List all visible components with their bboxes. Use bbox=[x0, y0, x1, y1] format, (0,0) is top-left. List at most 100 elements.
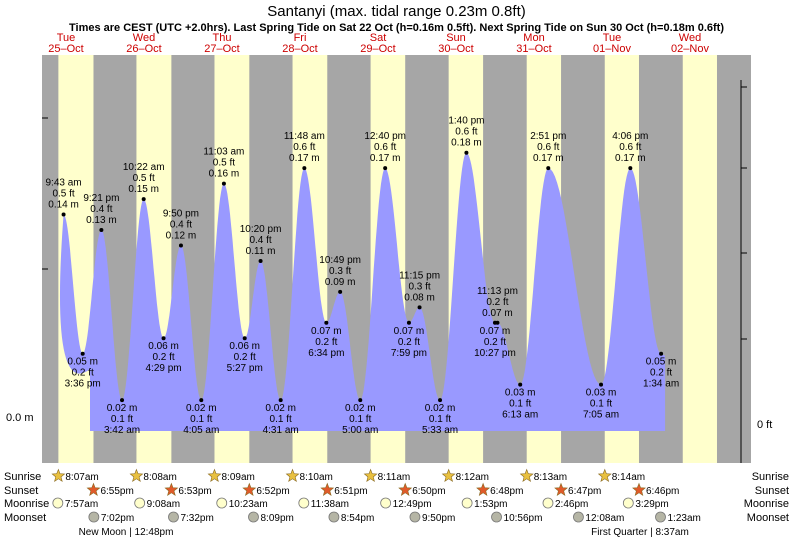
low-tide-point bbox=[278, 398, 283, 403]
moonrise-icon bbox=[134, 497, 146, 509]
high-tide-point bbox=[221, 181, 226, 186]
moonrise-time: 2:46pm bbox=[555, 499, 588, 510]
sunset-icon bbox=[476, 482, 491, 496]
sunrise-time: 8:11am bbox=[378, 472, 411, 483]
high-tide-metres: 0.18 m bbox=[451, 138, 482, 149]
low-tide-time: 6:34 pm bbox=[308, 348, 344, 359]
low-tide-feet: 0.1 ft bbox=[270, 414, 292, 425]
day-date: 28–Oct bbox=[282, 43, 317, 55]
high-tide-time: 10:20 pm bbox=[240, 224, 282, 235]
high-tide-point bbox=[628, 166, 633, 171]
day-name: Wed bbox=[679, 32, 701, 44]
high-tide-point bbox=[141, 197, 146, 202]
high-tide-metres: 0.07 m bbox=[482, 308, 513, 319]
low-tide-feet: 0.2 ft bbox=[650, 368, 672, 379]
high-tide-point bbox=[178, 243, 183, 248]
high-tide-time: 11:48 am bbox=[284, 131, 325, 142]
day-date: 27–Oct bbox=[204, 43, 239, 55]
low-tide-point bbox=[518, 382, 523, 387]
high-tide-metres: 0.15 m bbox=[128, 184, 159, 195]
moonrise-time: 10:23am bbox=[229, 499, 268, 510]
moonrise-icon bbox=[216, 497, 228, 509]
moonrise-label-left: Moonrise bbox=[4, 498, 49, 510]
high-tide-time: 12:40 pm bbox=[364, 131, 406, 142]
high-tide-feet: 0.6 ft bbox=[537, 142, 559, 153]
moonset-time: 7:02pm bbox=[101, 513, 134, 524]
low-tide-metres: 0.05 m bbox=[646, 357, 677, 368]
sunset-time: 6:52pm bbox=[256, 486, 289, 497]
low-tide-feet: 0.1 ft bbox=[429, 414, 451, 425]
moonset-time: 7:32pm bbox=[180, 513, 213, 524]
high-tide-point bbox=[417, 305, 422, 310]
high-tide-metres: 0.14 m bbox=[48, 200, 79, 211]
low-tide-metres: 0.07 m bbox=[394, 326, 425, 337]
low-tide-time: 1:34 am bbox=[643, 379, 679, 390]
low-tide-point bbox=[406, 320, 411, 325]
high-tide-metres: 0.09 m bbox=[325, 277, 356, 288]
daylight-band bbox=[682, 55, 717, 463]
low-tide-feet: 0.1 ft bbox=[590, 399, 612, 410]
low-tide-point bbox=[599, 382, 604, 387]
high-tide-time: 2:51 pm bbox=[530, 131, 566, 142]
high-tide-point bbox=[258, 258, 263, 263]
low-tide-point bbox=[80, 351, 85, 356]
low-tide-time: 6:13 am bbox=[502, 410, 538, 421]
day-date: 30–Oct bbox=[438, 43, 473, 55]
sunrise-time: 8:09am bbox=[221, 472, 254, 483]
sunrise-icon bbox=[207, 468, 222, 482]
moonset-time: 8:09pm bbox=[260, 513, 293, 524]
moonset-time: 10:56pm bbox=[504, 513, 543, 524]
moonset-icon bbox=[328, 511, 340, 523]
low-tide-feet: 0.2 ft bbox=[152, 352, 174, 363]
day-name: Tue bbox=[57, 32, 76, 44]
high-tide-point bbox=[99, 228, 104, 233]
day-date: 29–Oct bbox=[360, 43, 395, 55]
high-tide-metres: 0.11 m bbox=[246, 246, 276, 257]
high-tide-time: 4:06 pm bbox=[612, 131, 648, 142]
low-tide-metres: 0.07 m bbox=[311, 326, 342, 337]
low-tide-metres: 0.06 m bbox=[229, 341, 260, 352]
high-tide-point bbox=[302, 166, 307, 171]
day-name: Thu bbox=[213, 32, 232, 44]
low-tide-feet: 0.2 ft bbox=[398, 337, 420, 348]
high-tide-time: 10:49 pm bbox=[319, 255, 361, 266]
day-date: 02–Nov bbox=[671, 43, 709, 55]
chart-title: Santanyi (max. tidal range 0.23m 0.8ft) bbox=[267, 3, 525, 20]
sunrise-time: 8:12am bbox=[456, 472, 489, 483]
day-name: Fri bbox=[294, 32, 307, 44]
low-tide-time: 4:05 am bbox=[183, 425, 219, 436]
low-tide-time: 4:29 pm bbox=[146, 363, 182, 374]
low-tide-metres: 0.02 m bbox=[265, 403, 296, 414]
low-tide-point bbox=[324, 320, 329, 325]
high-tide-feet: 0.5 ft bbox=[213, 158, 235, 169]
high-tide-feet: 0.5 ft bbox=[52, 189, 74, 200]
low-tide-time: 5:00 am bbox=[342, 425, 378, 436]
high-tide-metres: 0.13 m bbox=[86, 215, 117, 226]
high-tide-time: 9:50 pm bbox=[163, 208, 199, 219]
day-date: 26–Oct bbox=[126, 43, 161, 55]
sunset-label-left: Sunset bbox=[4, 485, 38, 497]
high-tide-point bbox=[495, 320, 500, 325]
day-name: Tue bbox=[603, 32, 622, 44]
high-tide-time: 11:15 pm bbox=[399, 270, 440, 281]
sunset-time: 6:51pm bbox=[334, 486, 367, 497]
high-tide-point bbox=[383, 166, 388, 171]
sunset-icon bbox=[398, 482, 413, 496]
sunset-time: 6:46pm bbox=[646, 486, 679, 497]
low-tide-feet: 0.2 ft bbox=[484, 337, 506, 348]
sunset-icon bbox=[242, 482, 257, 496]
high-tide-time: 11:03 am bbox=[203, 147, 244, 158]
high-tide-point bbox=[338, 289, 343, 294]
high-tide-metres: 0.08 m bbox=[404, 292, 435, 303]
zero-feet-label: 0 ft bbox=[757, 419, 772, 431]
high-tide-feet: 0.6 ft bbox=[455, 127, 477, 138]
sunset-time: 6:48pm bbox=[490, 486, 523, 497]
sunset-icon bbox=[554, 482, 568, 496]
sunrise-label-left: Sunrise bbox=[4, 471, 41, 483]
sunset-icon bbox=[86, 482, 101, 496]
sunrise-time: 8:13am bbox=[534, 472, 567, 483]
sunrise-time: 8:10am bbox=[300, 472, 333, 483]
high-tide-point bbox=[464, 150, 469, 155]
moonset-icon bbox=[655, 511, 666, 523]
